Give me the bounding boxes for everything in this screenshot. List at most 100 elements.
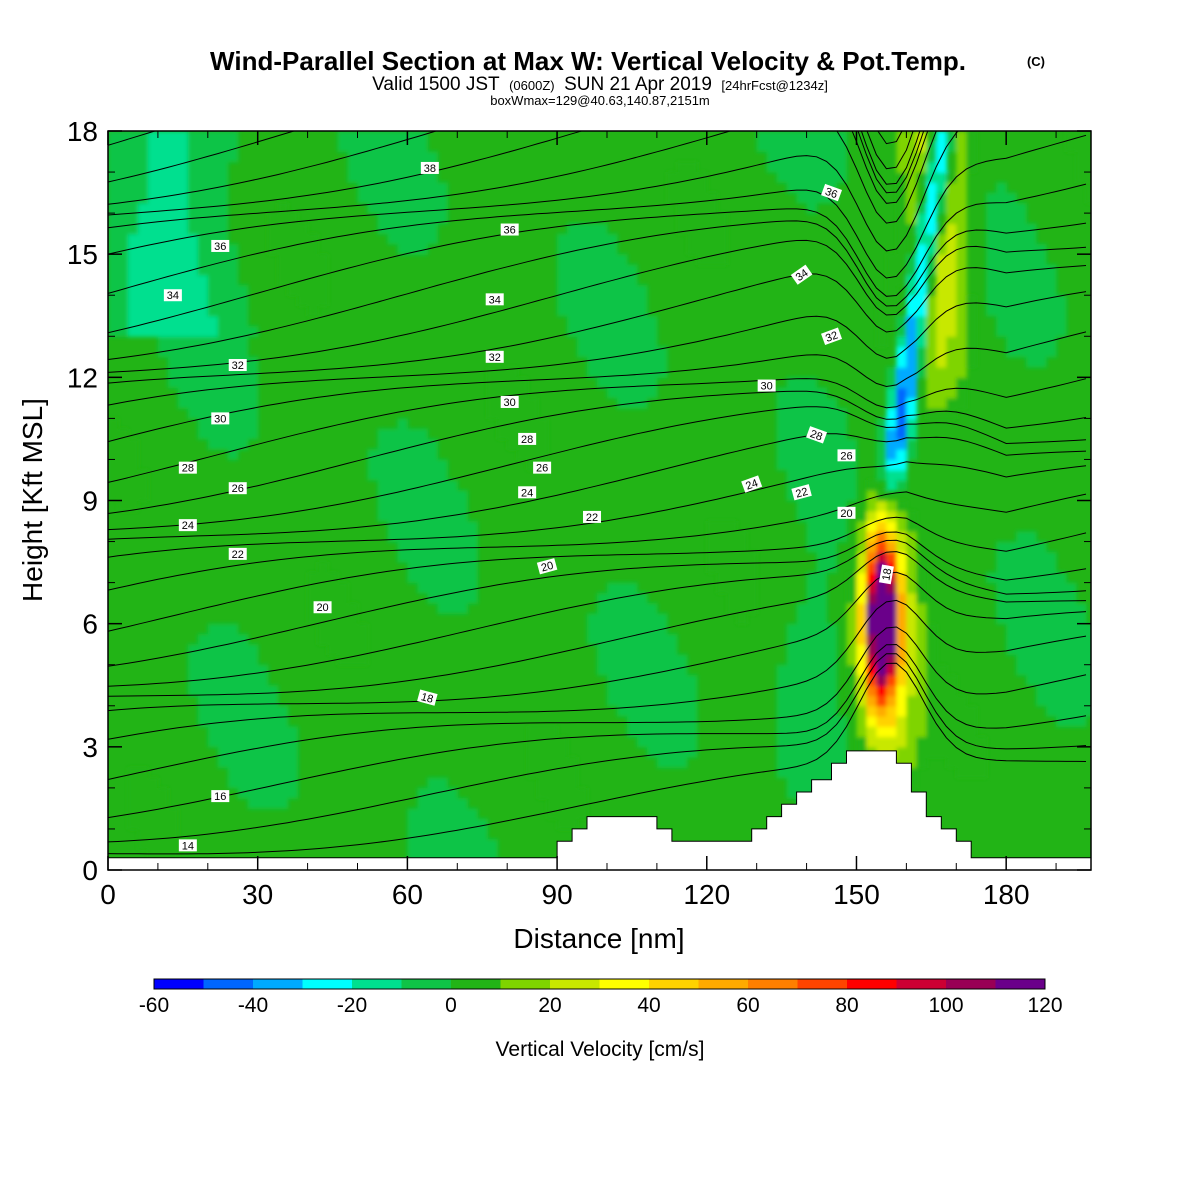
w-cell	[437, 849, 448, 861]
w-cell	[167, 849, 179, 861]
w-cell	[656, 346, 668, 358]
w-cell	[137, 213, 149, 224]
w-cell	[187, 336, 199, 348]
w-cell	[108, 284, 119, 296]
w-cell	[926, 192, 937, 204]
w-cell	[587, 254, 598, 266]
w-cell	[117, 223, 129, 235]
w-cell	[417, 787, 428, 799]
w-cell	[896, 633, 907, 645]
w-cell	[796, 767, 808, 779]
w-cell	[616, 254, 628, 266]
w-cell	[127, 274, 139, 286]
w-cell	[616, 377, 628, 389]
w-cell	[127, 151, 139, 163]
w-cell	[267, 223, 279, 235]
w-cell	[1036, 685, 1047, 697]
w-cell	[147, 172, 159, 183]
contour-label: 22	[791, 484, 812, 501]
w-cell	[896, 274, 907, 286]
w-cell	[826, 562, 838, 573]
w-cell	[1006, 613, 1017, 625]
w-cell	[417, 479, 428, 491]
w-cell	[437, 798, 448, 810]
w-cell	[197, 377, 209, 389]
w-cell	[1046, 264, 1057, 276]
w-cell	[826, 746, 838, 758]
w-cell	[1066, 141, 1077, 153]
w-cell	[387, 521, 399, 532]
contour-label-text: 34	[489, 294, 501, 306]
w-cell	[1026, 243, 1037, 255]
w-cell	[447, 798, 458, 810]
w-cell	[377, 500, 389, 512]
w-cell	[517, 397, 528, 409]
w-cell	[616, 397, 628, 409]
w-cell	[736, 603, 748, 615]
w-cell	[866, 521, 878, 532]
x-tick-label: 30	[242, 879, 273, 910]
w-cell	[816, 716, 828, 727]
w-cell	[247, 736, 259, 748]
w-cell	[337, 644, 349, 656]
w-cell	[207, 397, 219, 409]
w-cell	[606, 654, 618, 666]
w-cell	[636, 305, 648, 317]
w-cell	[686, 736, 698, 748]
w-cell	[177, 377, 189, 389]
w-cell	[906, 274, 917, 286]
w-cell	[387, 233, 399, 245]
w-cell	[447, 521, 458, 532]
w-cell	[636, 397, 648, 409]
w-cell	[317, 295, 329, 307]
w-cell	[457, 828, 468, 840]
y-tick-label: 3	[82, 732, 98, 763]
w-cell	[976, 746, 987, 758]
w-cell	[816, 572, 828, 584]
w-cell	[856, 582, 868, 594]
w-cell	[357, 161, 369, 173]
w-cell	[407, 551, 418, 563]
w-cell	[796, 387, 808, 399]
w-cell	[467, 541, 478, 553]
w-cell	[437, 490, 448, 502]
contour-label: 26	[228, 482, 247, 495]
w-cell	[237, 633, 249, 645]
w-cell	[726, 521, 738, 532]
w-cell	[876, 315, 888, 327]
w-cell	[187, 315, 199, 327]
w-cell	[147, 161, 159, 173]
w-cell	[567, 243, 578, 255]
w-cell	[547, 757, 558, 768]
w-cell	[207, 428, 219, 440]
w-cell	[956, 377, 967, 389]
w-cell	[806, 644, 818, 656]
w-cell	[517, 377, 528, 389]
w-cell	[746, 562, 758, 573]
w-cell	[626, 603, 638, 615]
w-cell	[227, 623, 239, 635]
w-cell	[956, 695, 967, 707]
w-cell	[377, 223, 389, 235]
w-cell	[816, 469, 828, 481]
contour-label-box	[178, 519, 197, 532]
w-cell	[487, 387, 498, 399]
w-cell	[856, 695, 868, 707]
w-cell	[567, 818, 578, 830]
w-cell	[816, 500, 828, 512]
w-cell	[846, 459, 858, 471]
w-cell	[527, 408, 538, 419]
w-cell	[826, 479, 838, 491]
w-cell	[1046, 274, 1057, 286]
w-cell	[836, 736, 848, 748]
w-cell	[287, 726, 299, 738]
y-tick-label: 15	[67, 239, 98, 270]
w-cell	[916, 613, 927, 625]
w-cell	[786, 182, 798, 194]
w-cell	[926, 141, 937, 153]
subtitle-valid: Valid 1500 JST	[372, 74, 500, 95]
w-cell	[686, 202, 698, 214]
w-cell	[796, 644, 808, 656]
w-cell	[816, 151, 828, 163]
w-cell	[387, 141, 399, 153]
